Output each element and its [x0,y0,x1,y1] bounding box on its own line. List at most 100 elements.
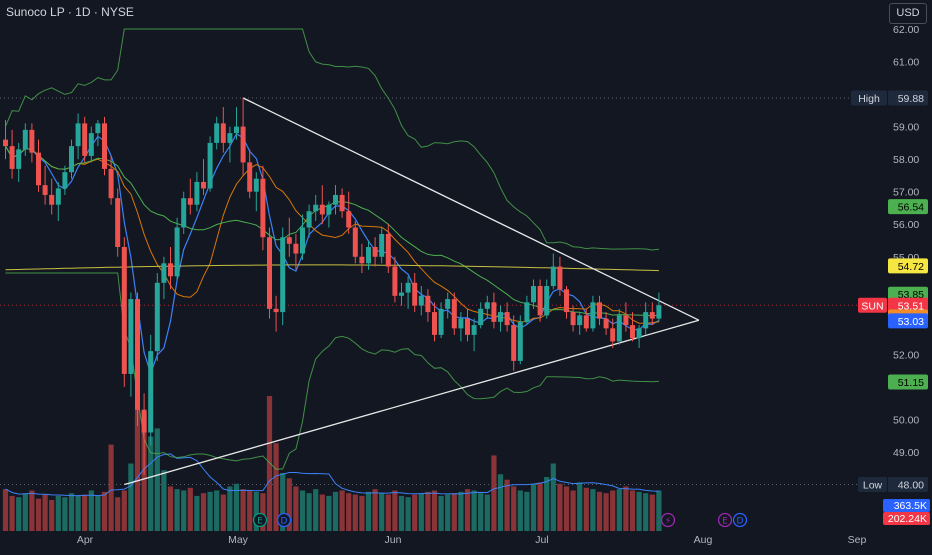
volume-bar [590,489,596,531]
event-marker-label: D [281,517,288,527]
volume-bar [365,491,372,531]
candle [319,185,325,225]
candle [590,295,596,332]
candle [267,227,272,319]
candle [385,224,391,274]
bollinger-lower-line [5,272,659,470]
candle-body [174,227,180,277]
volume-bar [471,490,477,531]
volume-bar [260,493,266,531]
candle-body [498,312,503,322]
candle [121,237,127,387]
ma-long-line [5,264,659,272]
candle-body [590,302,596,329]
candle-body [247,162,253,192]
candle-body [313,204,319,212]
candle [95,120,101,147]
candle [214,116,220,150]
candle-body [372,247,378,257]
candle-body [49,194,55,205]
candle [412,273,418,313]
event-marker: E [252,512,268,528]
candle [379,227,385,264]
volume-bar [82,494,88,531]
volume-bar [299,490,306,531]
event-marker: ⚡ [660,512,676,528]
volume-bar [313,489,319,531]
candle-body [643,312,649,329]
candle [55,181,61,221]
price-tick-label: 50.00 [893,414,919,426]
volume-bar [524,491,530,531]
volume-bar [616,489,622,531]
descending-trendline [242,97,700,321]
candle-body [168,263,173,277]
price-label-tag: Low [863,480,883,492]
price-label-value: 53.51 [898,300,924,312]
candle [49,178,55,215]
volume-bar [359,495,365,531]
candle-body [161,263,167,283]
candle [280,227,286,326]
volume-bar [128,463,134,531]
price-label-tag-box [858,297,887,313]
volume-bar [438,495,444,531]
price-tick-label: 58.00 [893,154,919,166]
volume-bar [9,495,15,531]
volume-bar [68,493,75,531]
volume-bar [550,463,556,531]
candle-body [333,194,338,205]
candle [511,315,517,371]
volume-bar [511,486,517,531]
candle-body [577,315,583,326]
candle-body [484,302,490,309]
volume-bar [42,494,48,531]
candle [9,129,15,179]
candle [517,315,523,365]
volume-bar [115,497,121,531]
volume-bar [174,489,180,531]
price-label: 54.72 [888,258,928,274]
candle [610,318,616,348]
volume-bar [134,409,141,531]
volume-bar [200,493,207,531]
volume-bar [253,491,259,531]
volume-label: 363.5K [883,499,930,512]
candle [399,282,404,306]
candle [445,292,451,319]
volume-bar [240,489,246,531]
volume-bar [227,486,233,531]
candle [181,191,187,234]
event-marker-label: E [722,517,728,527]
candle [141,393,147,475]
candle [504,302,510,332]
volume-bar [346,493,352,531]
volume-bar [220,494,226,531]
candle-body [491,302,497,322]
price-label-box [888,258,928,274]
currency-button[interactable]: USD [889,3,927,24]
price-label-box [888,199,928,215]
candle [432,302,437,342]
bollinger-upper-line [5,28,659,251]
ma-slow-line [5,145,659,317]
price-tick-label: 49.00 [893,447,919,459]
price-label-box [888,313,928,329]
volume-bar [497,474,504,531]
candle-body [201,181,206,189]
volume-bar [425,491,431,531]
candle-body [524,302,530,322]
candle [62,165,68,195]
candle [174,217,180,280]
volume-bar [603,493,609,531]
candle-body [346,211,352,228]
time-tick-label: Jul [535,534,548,546]
candle [531,279,536,309]
candle-body [280,237,286,313]
candle [207,136,213,192]
price-tick-label: 62.00 [893,24,919,36]
candle-body [3,139,8,147]
candle-body [438,308,444,335]
